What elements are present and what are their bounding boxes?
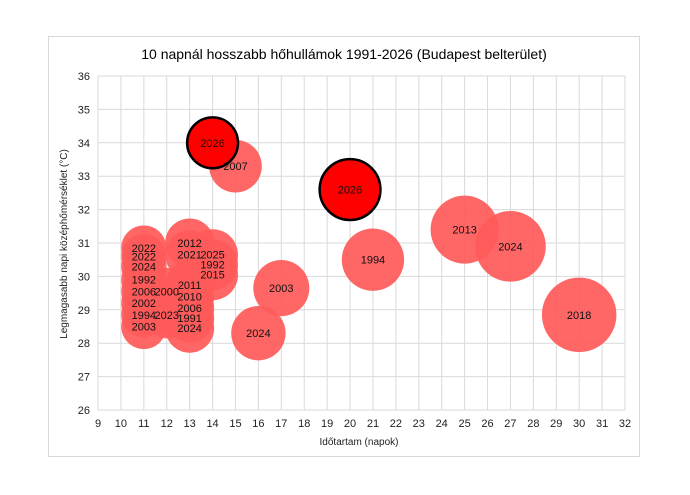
x-tick-label: 31 — [596, 418, 608, 430]
bubble-label: 2025 — [200, 250, 224, 262]
bubble-label: 2024 — [132, 261, 156, 273]
bubble-label: 2010 — [177, 291, 201, 303]
x-tick-label: 9 — [95, 418, 101, 430]
bubble-label: 2003 — [269, 283, 293, 295]
chart-title: 10 napnál hosszabb hőhullámok 1991-2026 … — [141, 46, 547, 62]
bubble-label: 2011 — [178, 280, 202, 292]
bubble-label: 2026 — [338, 185, 362, 197]
bubble-label: 1992 — [200, 260, 224, 272]
bubble-label: 2002 — [132, 298, 156, 310]
y-axis-label: Legmagasabb napi középhőmérséklet (°C) — [59, 149, 70, 339]
bubble — [253, 260, 310, 317]
x-tick-label: 28 — [527, 418, 539, 430]
x-tick-label: 27 — [504, 418, 516, 430]
bubble-label: 1994 — [132, 310, 156, 322]
y-tick-label: 34 — [78, 138, 90, 150]
bubble-label: 2022 — [132, 251, 156, 263]
y-tick-label: 36 — [78, 71, 90, 83]
bubble-label: 2026 — [200, 138, 224, 150]
x-tick-label: 13 — [184, 418, 196, 430]
x-tick-label: 25 — [458, 418, 470, 430]
y-tick-label: 29 — [78, 305, 90, 317]
bubble — [541, 277, 617, 353]
x-tick-label: 16 — [252, 418, 264, 430]
bubble-labels: 2026200720262013202419942018200320242022… — [132, 138, 592, 340]
x-tick-label: 17 — [275, 418, 287, 430]
bubble-label: 2013 — [452, 225, 476, 237]
bubble-label: 2015 — [200, 270, 224, 282]
bubble-label: 1992 — [132, 275, 156, 287]
bubble-label: 2007 — [223, 161, 247, 173]
y-tick-label: 33 — [78, 171, 90, 183]
bubble-label: 2012 — [177, 238, 201, 250]
bubble-label: 2000 — [154, 286, 178, 298]
bubble — [341, 228, 405, 291]
bubble-chart: 2026200720262013202419942018200320242022… — [59, 46, 631, 448]
y-tick-label: 27 — [78, 372, 90, 384]
bubble-label: 2006 — [177, 303, 201, 315]
y-tick-label: 28 — [78, 338, 90, 350]
bubble-label: 2024 — [246, 328, 270, 340]
x-tick-label: 18 — [298, 418, 310, 430]
x-tick-label: 21 — [367, 418, 379, 430]
x-tick-label: 10 — [115, 418, 127, 430]
x-tick-label: 22 — [390, 418, 402, 430]
chart-frame: 2026 2007 2026 2013 2024 1994 2018 2003 2024 2022… — [48, 36, 640, 457]
x-tick-label: 20 — [344, 418, 356, 430]
x-tick-label: 30 — [573, 418, 585, 430]
bubble-label: 1994 — [361, 255, 385, 267]
x-tick-label: 26 — [481, 418, 493, 430]
bubble — [121, 303, 167, 350]
axis-ticks: 9 10 11 12 13 14 15 16 17 18 19 20 21 22 23 24 25 26 27 28 2… — [78, 71, 631, 430]
y-tick-label: 32 — [78, 205, 90, 217]
bubble — [231, 305, 286, 361]
y-tick-label: 31 — [78, 238, 90, 250]
x-tick-label: 29 — [550, 418, 562, 430]
bubble-label: 2023 — [154, 310, 178, 322]
x-tick-label: 12 — [161, 418, 173, 430]
bubble-label: 2022 — [132, 243, 156, 255]
bubble-label: 2024 — [498, 241, 522, 253]
bubble-highlight — [185, 116, 240, 170]
y-tick-label: 35 — [78, 104, 90, 116]
x-tick-label: 24 — [436, 418, 448, 430]
x-tick-label: 23 — [413, 418, 425, 430]
x-tick-label: 14 — [206, 418, 218, 430]
bubbles — [121, 116, 617, 361]
bubble-label: 2003 — [132, 322, 156, 334]
x-tick-label: 19 — [321, 418, 333, 430]
bubble-label: 2021 — [177, 250, 201, 262]
x-tick-label: 32 — [619, 418, 631, 430]
bubble-label: 1991 — [177, 313, 201, 325]
y-tick-label: 26 — [78, 405, 90, 417]
y-tick-label: 30 — [78, 271, 90, 283]
bubble-label: 2024 — [177, 323, 201, 335]
bubble-label: 2018 — [567, 310, 591, 322]
x-axis-label: Időtartam (napok) — [320, 437, 399, 448]
x-tick-label: 15 — [229, 418, 241, 430]
bubble-label: 2006 — [132, 286, 156, 298]
bubble — [430, 195, 499, 264]
bubble-highlight — [318, 157, 382, 222]
x-tick-label: 11 — [138, 418, 149, 430]
